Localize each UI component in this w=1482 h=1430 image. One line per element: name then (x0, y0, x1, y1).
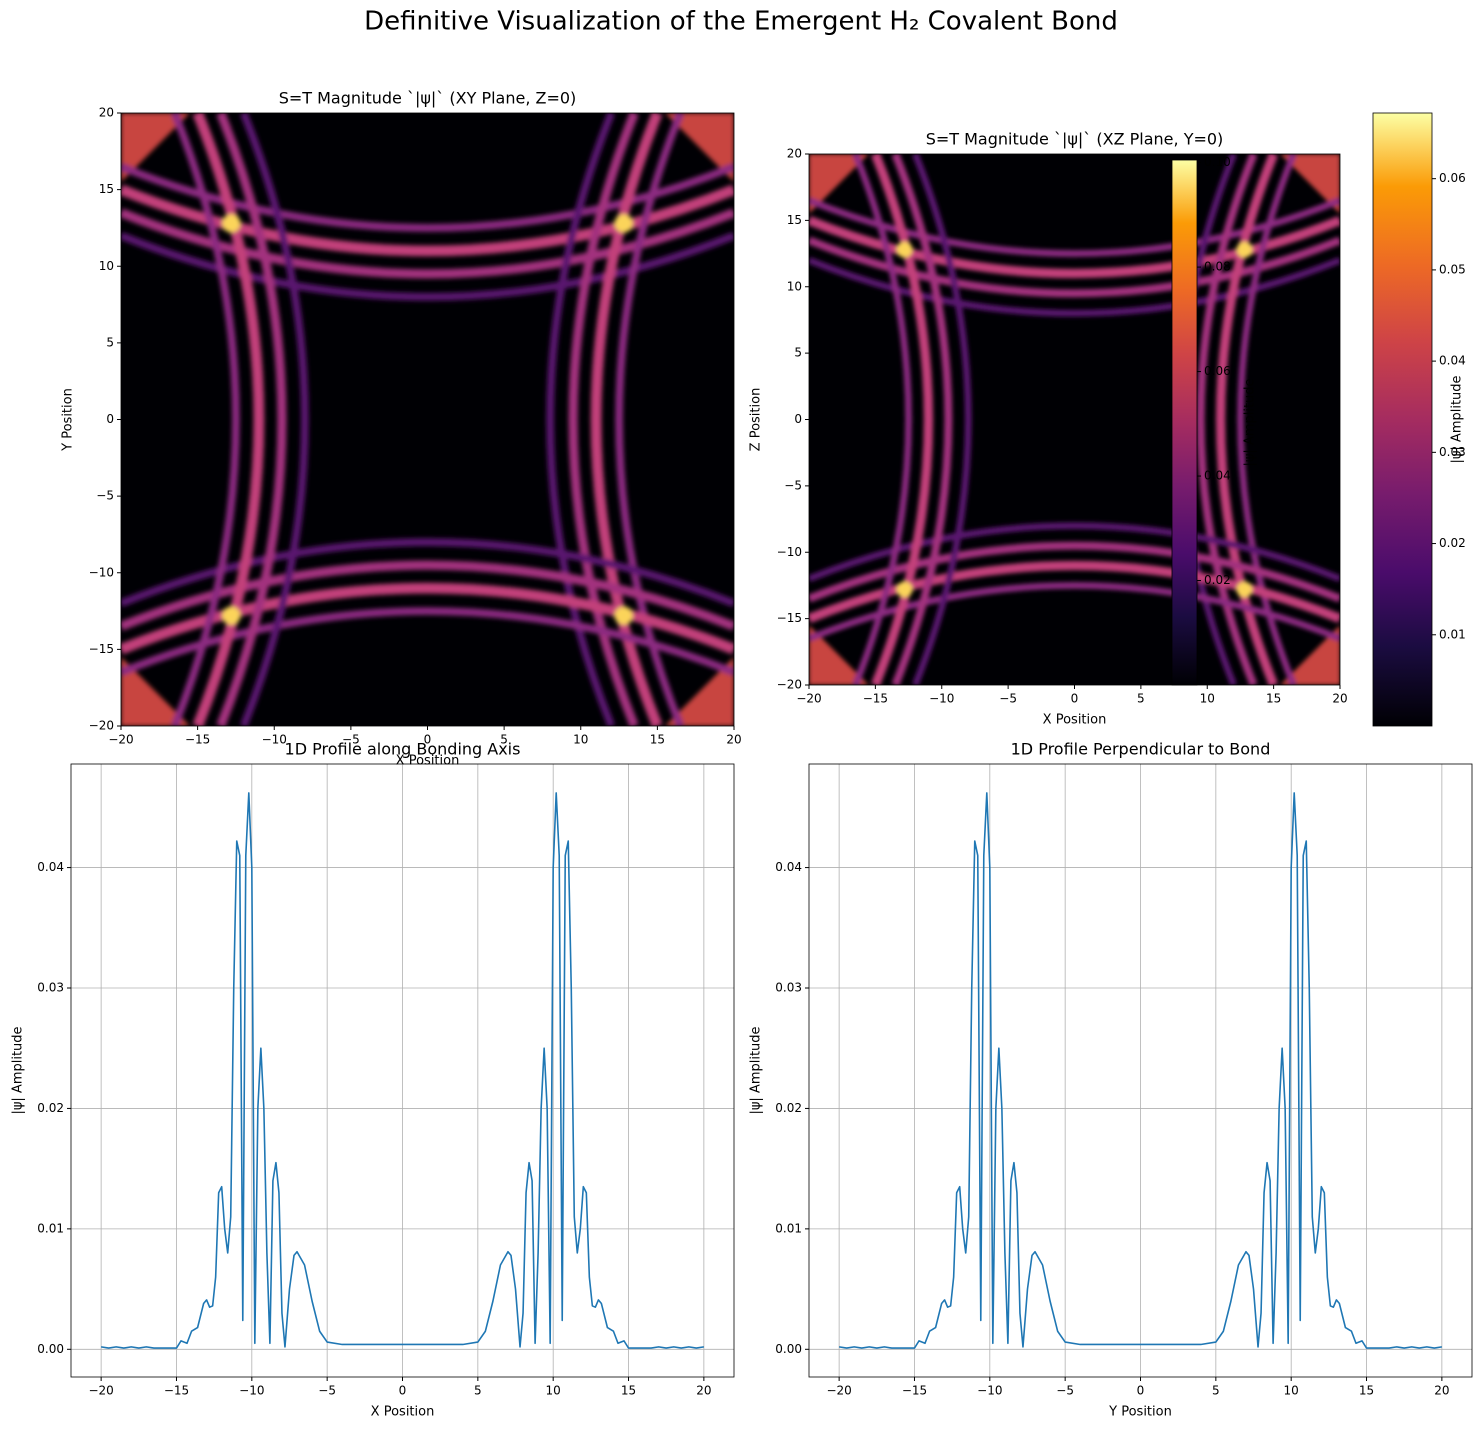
y-tick-label: 5 (106, 335, 114, 349)
y-tick-label: −5 (96, 489, 114, 503)
y-axis-label: Z Position (749, 388, 764, 452)
x-tick-label: 20 (696, 1384, 711, 1398)
x-tick-label: 15 (650, 733, 665, 747)
x-tick-label: 0 (1137, 1384, 1145, 1398)
y-tick-label: 20 (99, 106, 114, 120)
y-tick-label: 0 (106, 412, 114, 426)
x-axis-label: X Position (371, 1405, 435, 1420)
y-tick-label: 10 (99, 259, 114, 273)
x-tick-label: 0 (399, 1384, 407, 1398)
x-tick-label: −10 (262, 733, 287, 747)
y-tick-label: −15 (777, 611, 802, 625)
colorbar (1372, 112, 1433, 727)
colorbar (1171, 159, 1198, 686)
colorbar-tick-label: 0.06 (1204, 364, 1231, 378)
x-axis-label: X Position (1043, 713, 1107, 728)
colorbar-tick-label: 0.01 (1439, 627, 1466, 641)
profile-line (101, 792, 704, 1349)
x-tick-label: 10 (1200, 692, 1215, 706)
y-tick-label: 0.00 (775, 1342, 802, 1356)
y-tick-label: 0.04 (775, 860, 802, 874)
x-tick-label: −10 (929, 692, 954, 706)
y-tick-label: −20 (777, 678, 802, 692)
colorbar-tick-label: 0.04 (1439, 354, 1466, 368)
colorbar-label: |ψ| Amplitude (1243, 378, 1258, 466)
x-tick-label: 15 (1359, 1384, 1374, 1398)
y-tick-label: 0.02 (37, 1101, 64, 1115)
y-tick-label: 0.03 (37, 981, 64, 995)
x-tick-label: −15 (164, 1384, 189, 1398)
x-tick-label: −20 (796, 692, 821, 706)
y-tick-label: −20 (89, 719, 114, 733)
x-tick-label: 10 (1284, 1384, 1299, 1398)
x-tick-label: 20 (1434, 1384, 1449, 1398)
y-axis-label: Y Position (61, 388, 76, 452)
colorbar-tick-label: 0.02 (1439, 536, 1466, 550)
x-axis-label: X Position (396, 754, 460, 769)
colorbar-label: |ψ| Amplitude (1450, 375, 1465, 463)
panel-title: 1D Profile along Bonding Axis (285, 740, 521, 759)
x-tick-label: 10 (573, 733, 588, 747)
x-tick-label: 15 (621, 1384, 636, 1398)
colorbar-tick-label: 0.05 (1439, 262, 1466, 276)
x-axis-label: Y Position (1108, 1405, 1172, 1420)
profile-line (839, 792, 1442, 1349)
x-tick-label: 0 (424, 733, 432, 747)
y-axis-label: |ψ| Amplitude (11, 1026, 26, 1114)
x-tick-label: 20 (1332, 692, 1347, 706)
colorbar-tick-label: 0.03 (1439, 445, 1466, 459)
x-tick-label: −20 (88, 1384, 113, 1398)
x-tick-label: 10 (546, 1384, 561, 1398)
x-tick-label: 0 (1071, 692, 1079, 706)
y-tick-label: 0.01 (37, 1221, 64, 1235)
x-tick-label: −15 (902, 1384, 927, 1398)
panel-title: S=T Magnitude `|ψ|` (XZ Plane, Y=0) (926, 130, 1224, 149)
x-tick-label: −5 (342, 733, 360, 747)
x-tick-label: −5 (318, 1384, 336, 1398)
y-tick-label: −10 (89, 565, 114, 579)
colorbar-tick-label: 0.10 (1204, 155, 1231, 169)
y-tick-label: −10 (777, 545, 802, 559)
x-tick-label: 5 (1212, 1384, 1220, 1398)
colorbar-tick-label: 0.02 (1204, 573, 1231, 587)
x-tick-label: −15 (863, 692, 888, 706)
y-tick-label: 0 (794, 412, 802, 426)
x-tick-label: 15 (1266, 692, 1281, 706)
figure-title: Definitive Visualization of the Emergent… (364, 7, 1118, 37)
y-axis-label: |ψ| Amplitude (749, 1026, 764, 1114)
colorbar-tick-label: 0.04 (1204, 469, 1231, 483)
x-tick-label: −10 (239, 1384, 264, 1398)
y-tick-label: 0.00 (37, 1342, 64, 1356)
heatmap-image (121, 113, 734, 726)
y-tick-label: 10 (787, 279, 802, 293)
x-tick-label: −10 (977, 1384, 1002, 1398)
x-tick-label: 5 (1137, 692, 1145, 706)
x-tick-label: −5 (1056, 1384, 1074, 1398)
x-tick-label: −15 (185, 733, 210, 747)
y-tick-label: −15 (89, 642, 114, 656)
y-tick-label: −5 (784, 478, 802, 492)
x-tick-label: −5 (999, 692, 1017, 706)
panel-title: 1D Profile Perpendicular to Bond (1011, 740, 1271, 759)
x-tick-label: −20 (826, 1384, 851, 1398)
y-tick-label: 0.03 (775, 981, 802, 995)
colorbar-tick-label: 0.08 (1204, 260, 1231, 274)
heatmap-image (809, 154, 1340, 685)
y-tick-label: 15 (787, 213, 802, 227)
x-tick-label: 20 (726, 733, 741, 747)
x-tick-label: 5 (500, 733, 508, 747)
y-tick-label: 0.02 (775, 1101, 802, 1115)
panel-title: S=T Magnitude `|ψ|` (XY Plane, Z=0) (279, 89, 577, 108)
y-tick-label: 0.04 (37, 860, 64, 874)
y-tick-label: 0.01 (775, 1221, 802, 1235)
colorbar-tick-label: 0.06 (1439, 171, 1466, 185)
y-tick-label: 20 (787, 147, 802, 161)
y-tick-label: 5 (794, 346, 802, 360)
x-tick-label: 5 (474, 1384, 482, 1398)
y-tick-label: 15 (99, 182, 114, 196)
x-tick-label: −20 (108, 733, 133, 747)
